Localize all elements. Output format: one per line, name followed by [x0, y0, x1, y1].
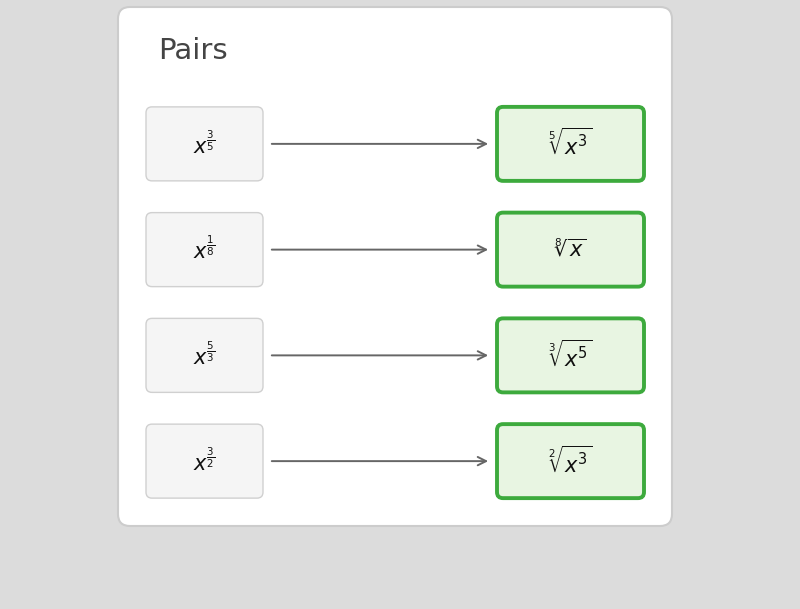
Text: $\mathit{x}^{\frac{3}{5}}$: $\mathit{x}^{\frac{3}{5}}$	[194, 130, 216, 158]
FancyBboxPatch shape	[146, 319, 263, 392]
FancyBboxPatch shape	[497, 319, 644, 392]
Text: $\mathit{x}^{\frac{5}{3}}$: $\mathit{x}^{\frac{5}{3}}$	[194, 342, 216, 369]
Text: Pairs: Pairs	[158, 37, 228, 65]
FancyBboxPatch shape	[497, 213, 644, 287]
Text: $\mathit{x}^{\frac{3}{2}}$: $\mathit{x}^{\frac{3}{2}}$	[194, 448, 216, 475]
FancyBboxPatch shape	[146, 213, 263, 287]
FancyBboxPatch shape	[497, 107, 644, 181]
Text: $\sqrt[8]{\mathit{x}}$: $\sqrt[8]{\mathit{x}}$	[554, 239, 587, 261]
FancyBboxPatch shape	[146, 424, 263, 498]
FancyBboxPatch shape	[497, 424, 644, 498]
Text: $\sqrt[2]{\mathit{x}^3}$: $\sqrt[2]{\mathit{x}^3}$	[549, 445, 593, 477]
Text: $\mathit{x}^{\frac{1}{8}}$: $\mathit{x}^{\frac{1}{8}}$	[194, 236, 216, 263]
Text: $\sqrt[3]{\mathit{x}^5}$: $\sqrt[3]{\mathit{x}^5}$	[549, 340, 593, 371]
FancyBboxPatch shape	[146, 107, 263, 181]
Text: $\sqrt[5]{\mathit{x}^3}$: $\sqrt[5]{\mathit{x}^3}$	[549, 128, 593, 160]
FancyBboxPatch shape	[118, 7, 672, 526]
